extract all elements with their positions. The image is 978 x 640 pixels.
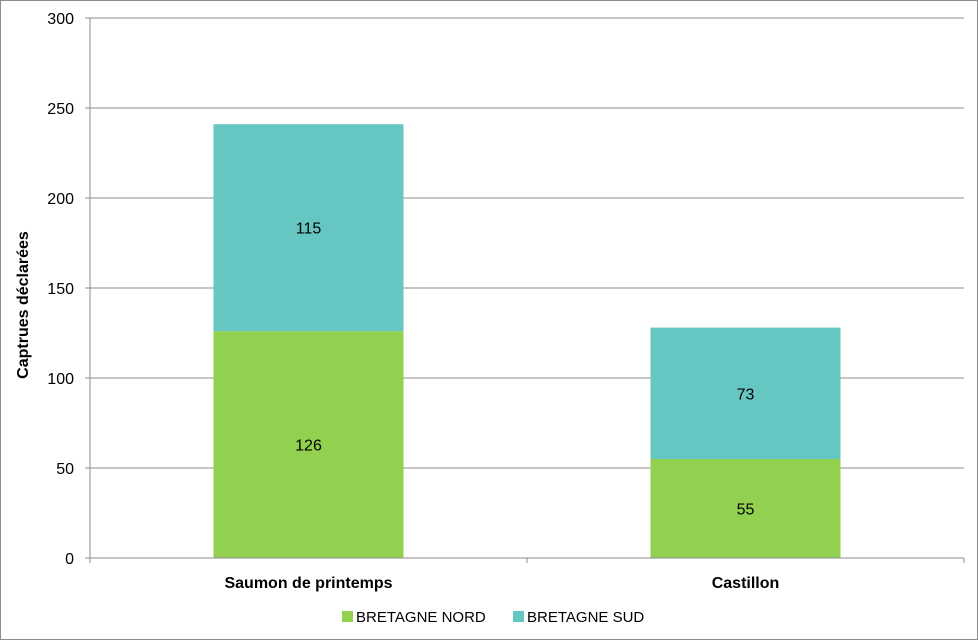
y-tick-label: 50 [56, 461, 74, 478]
y-tick-label: 0 [65, 551, 74, 568]
bar-segment [213, 124, 404, 332]
legend-label: BRETAGNE NORD [356, 609, 486, 626]
y-tick-label: 150 [47, 281, 74, 298]
y-tick-label: 300 [47, 11, 74, 28]
legend-swatch [342, 611, 353, 622]
y-axis-title: Captrues déclarées [15, 231, 32, 379]
x-category-label: Castillon [712, 575, 780, 592]
data-label: 55 [737, 502, 755, 519]
bar-segment [650, 459, 841, 558]
bars [213, 124, 841, 558]
labels: 0 50 100 150 200 250 300 126 115 Saumon de printe… [47, 11, 779, 592]
data-label: 73 [737, 386, 755, 403]
legend: BRETAGNE NORD BRETAGNE SUD [342, 609, 644, 626]
y-tick-label: 250 [47, 101, 74, 118]
y-tick-label: 200 [47, 191, 74, 208]
data-label: 126 [295, 438, 322, 455]
axes [85, 17, 965, 563]
bar-segment [650, 327, 841, 459]
bar-segment [213, 331, 404, 558]
data-label: 115 [296, 221, 322, 238]
y-tick-label: 100 [47, 371, 74, 388]
legend-label: BRETAGNE SUD [527, 609, 644, 626]
x-category-label: Saumon de printemps [224, 575, 392, 592]
legend-swatch [513, 611, 524, 622]
